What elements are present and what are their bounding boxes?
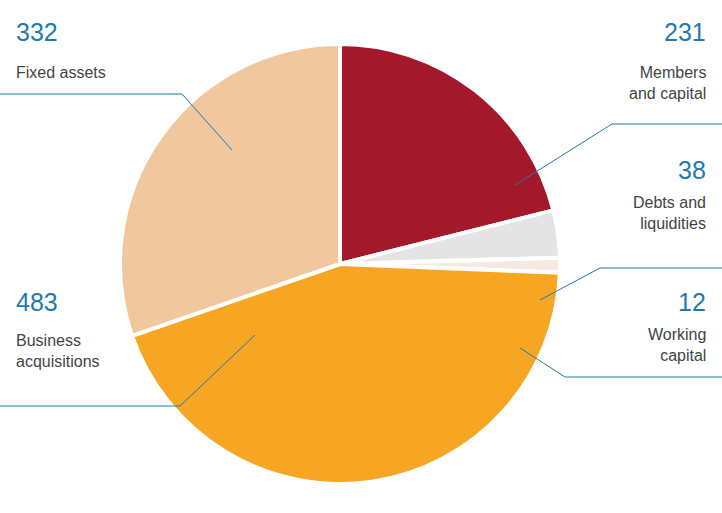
svg-text:Membersand capital: Membersand capital [629,64,706,102]
svg-text:Fixed assets: Fixed assets [16,64,106,81]
svg-text:Debts andliquidities: Debts andliquidities [633,194,706,232]
svg-text:483: 483 [16,288,58,316]
svg-text:Workingcapital: Workingcapital [648,326,706,364]
svg-text:332: 332 [16,18,58,46]
svg-text:231: 231 [664,18,706,46]
svg-text:38: 38 [678,156,706,184]
svg-text:Businessacquisitions: Businessacquisitions [16,332,100,370]
svg-text:12: 12 [678,288,706,316]
